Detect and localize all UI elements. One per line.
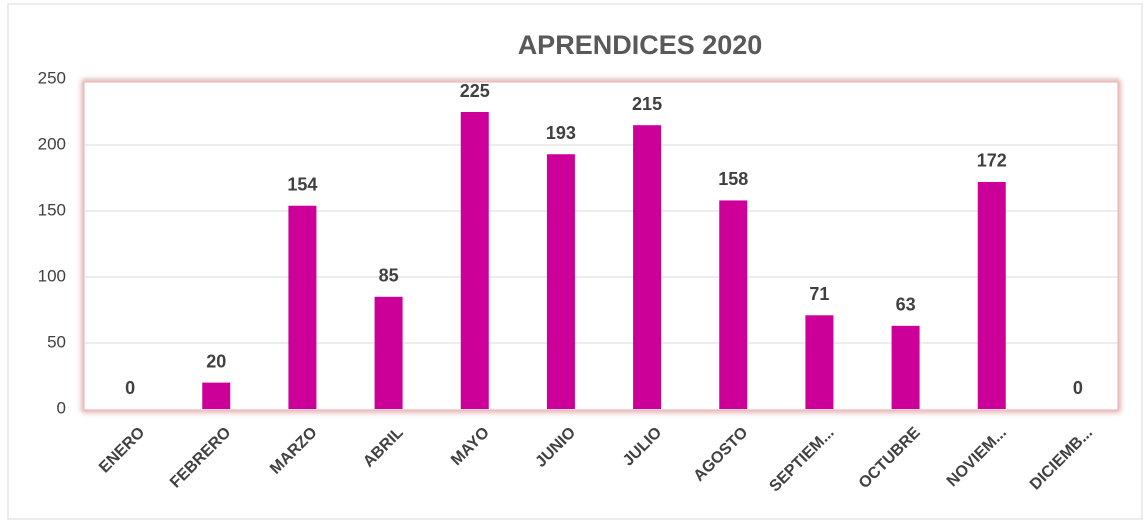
data-label: 215 xyxy=(632,94,662,114)
chart-title: APRENDICES 2020 xyxy=(518,30,763,60)
data-label: 172 xyxy=(977,151,1007,171)
bar xyxy=(977,181,1006,409)
bar xyxy=(202,382,231,409)
bar xyxy=(805,315,834,409)
y-tick-label: 100 xyxy=(38,266,66,285)
data-label: 0 xyxy=(125,378,135,398)
y-tick-label: 150 xyxy=(38,200,66,219)
data-label: 71 xyxy=(809,284,829,304)
data-label: 193 xyxy=(546,123,576,143)
data-label: 63 xyxy=(896,295,916,315)
bar xyxy=(633,125,662,409)
data-label: 225 xyxy=(460,81,490,101)
data-label: 85 xyxy=(379,266,399,286)
bar xyxy=(719,200,748,409)
bar xyxy=(460,112,489,409)
bar xyxy=(288,205,317,409)
bar xyxy=(891,325,920,409)
data-label: 0 xyxy=(1073,378,1083,398)
bar xyxy=(374,296,403,409)
plot-area xyxy=(83,81,1119,411)
data-label: 20 xyxy=(206,351,226,371)
y-tick-label: 0 xyxy=(57,398,66,417)
bar xyxy=(546,154,575,409)
y-tick-label: 250 xyxy=(38,68,66,87)
y-tick-label: 50 xyxy=(47,332,66,351)
y-tick-label: 200 xyxy=(38,134,66,153)
data-label: 158 xyxy=(718,169,748,189)
data-label: 154 xyxy=(287,174,317,194)
